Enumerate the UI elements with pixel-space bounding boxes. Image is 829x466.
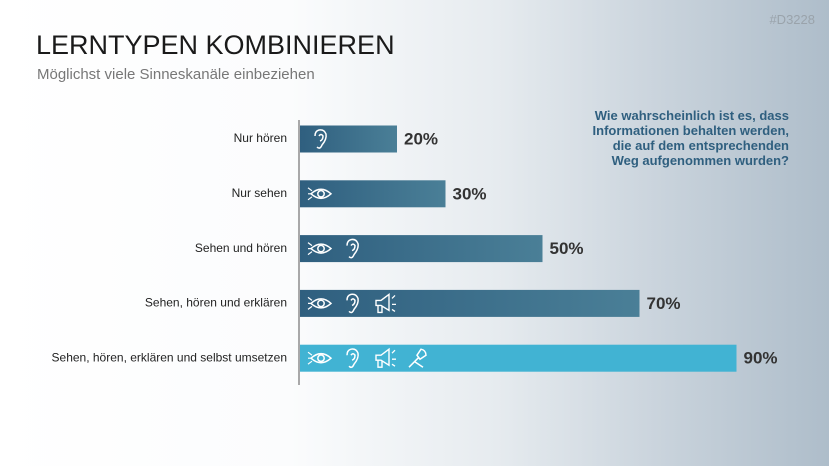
value-label: 90% — [744, 349, 778, 368]
icons — [307, 187, 333, 201]
category-label: Nur hören — [234, 131, 287, 145]
icon — [317, 244, 325, 253]
icon — [346, 293, 359, 314]
annotation: Wie wahrscheinlich ist es, dass Informat… — [592, 108, 789, 168]
value-label: 20% — [404, 129, 438, 148]
category-label: Sehen und hören — [195, 241, 287, 255]
icons — [307, 347, 427, 369]
icon — [309, 352, 333, 364]
icon — [346, 238, 359, 259]
icon — [309, 243, 333, 254]
icon — [317, 189, 325, 198]
icons — [307, 293, 396, 314]
icon — [307, 242, 313, 256]
code: #D3228 — [769, 12, 815, 27]
category-label: Nur sehen — [232, 186, 287, 200]
bar — [300, 125, 397, 153]
icon — [317, 299, 325, 308]
icon — [309, 188, 333, 200]
value-label: 30% — [453, 184, 487, 203]
chart-subtitle: Möglichst viele Sinneskanäle einbeziehen — [37, 66, 315, 83]
icon — [314, 129, 327, 149]
icon — [375, 293, 390, 314]
icon — [317, 354, 325, 363]
icon — [391, 294, 396, 312]
icon — [408, 348, 427, 368]
icon — [346, 348, 359, 369]
category-label: Sehen, hören, erklären und selbst umsetz… — [52, 350, 287, 364]
icon — [307, 187, 313, 201]
bar — [300, 344, 737, 372]
icon — [307, 296, 313, 310]
icon — [309, 298, 333, 309]
icon — [307, 351, 313, 365]
icons — [307, 238, 359, 259]
icon — [391, 349, 396, 367]
bar — [300, 289, 640, 317]
chart-title: LERNTYPEN KOMBINIEREN — [36, 30, 395, 60]
category-label: Sehen, hören und erklären — [145, 296, 287, 310]
value-label: 50% — [550, 239, 584, 258]
value-label: 70% — [647, 294, 681, 313]
bar — [300, 180, 446, 208]
bar — [300, 235, 543, 263]
icon — [375, 347, 390, 368]
icons — [314, 129, 327, 149]
